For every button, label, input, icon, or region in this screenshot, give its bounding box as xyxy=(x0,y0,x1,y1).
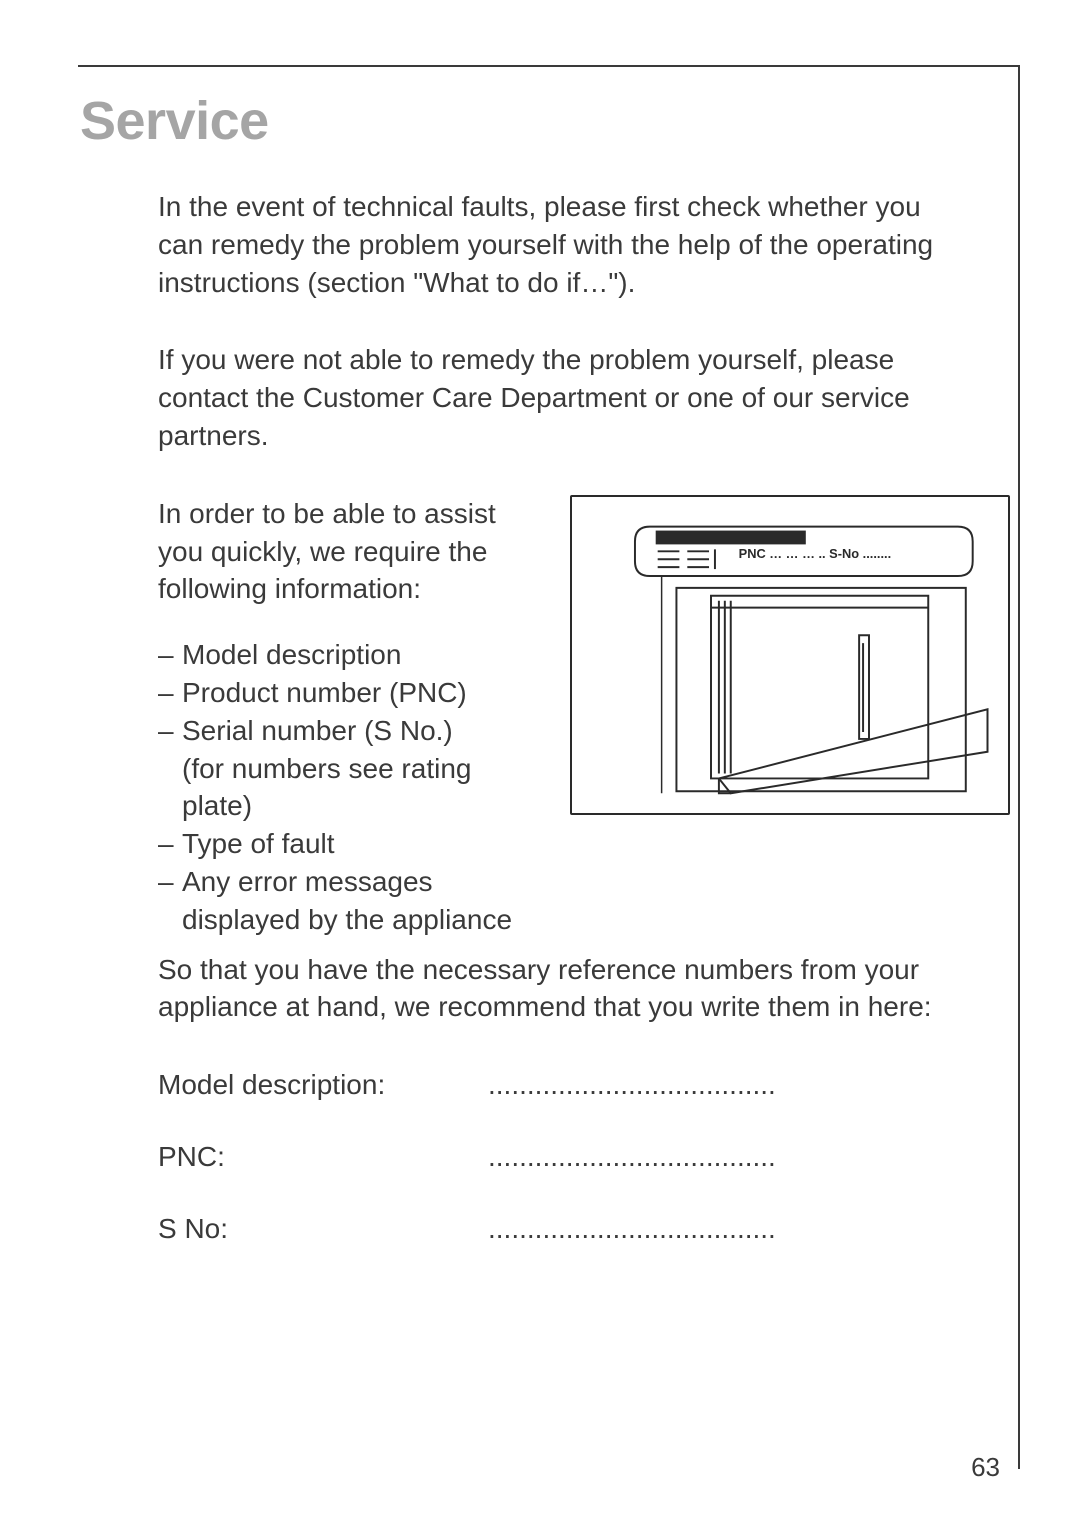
closing-paragraph: So that you have the necessary reference… xyxy=(158,951,1010,1027)
list-item: – Any error messages displayed by the ap… xyxy=(158,863,542,939)
page-number: 63 xyxy=(971,1452,1000,1483)
field-label-sno: S No: xyxy=(158,1210,488,1248)
list-dash: – xyxy=(158,712,182,825)
list-item: – Product number (PNC) xyxy=(158,674,542,712)
page-heading: Service xyxy=(80,90,1010,152)
field-line: ..................................... xyxy=(488,1066,776,1104)
field-label-model: Model description: xyxy=(158,1066,488,1104)
list-dash: – xyxy=(158,636,182,674)
field-label-pnc: PNC: xyxy=(158,1138,488,1176)
paragraph-2: If you were not able to remedy the probl… xyxy=(158,341,1010,454)
paragraph-1: In the event of technical faults, please… xyxy=(158,188,1010,301)
list-text: Any error messages displayed by the appl… xyxy=(182,863,542,939)
list-item: – Model description xyxy=(158,636,542,674)
list-text: Serial number (S No.) (for numbers see r… xyxy=(182,712,542,825)
frame-top-line xyxy=(78,65,1020,67)
field-row: S No: ..................................… xyxy=(158,1210,1010,1248)
paragraph-3: In order to be able to assist you quickl… xyxy=(158,495,542,608)
field-line: ..................................... xyxy=(488,1210,776,1248)
list-text: Product number (PNC) xyxy=(182,674,542,712)
list-dash: – xyxy=(158,863,182,939)
list-dash: – xyxy=(158,674,182,712)
list-text: Model description xyxy=(182,636,542,674)
list-item: – Serial number (S No.) (for numbers see… xyxy=(158,712,542,825)
frame-right-line xyxy=(1018,65,1020,1469)
list-dash: – xyxy=(158,825,182,863)
diagram-plate-label: PNC … … … .. S-No ........ xyxy=(739,546,892,561)
field-row: PNC: ...................................… xyxy=(158,1138,1010,1176)
appliance-diagram: PNC … … … .. S-No ........ xyxy=(570,495,1010,815)
list-item: – Type of fault xyxy=(158,825,542,863)
field-line: ..................................... xyxy=(488,1138,776,1176)
list-text: Type of fault xyxy=(182,825,542,863)
field-row: Model description: .....................… xyxy=(158,1066,1010,1104)
